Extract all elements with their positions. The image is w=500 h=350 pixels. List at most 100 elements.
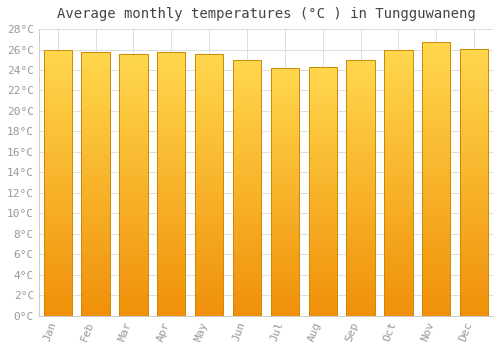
Bar — [422, 107, 450, 111]
Bar — [233, 239, 261, 242]
Bar — [82, 240, 110, 243]
Bar — [119, 260, 148, 263]
Bar — [82, 270, 110, 273]
Bar — [44, 239, 72, 243]
Bar — [233, 229, 261, 232]
Bar — [44, 173, 72, 176]
Bar — [384, 79, 412, 83]
Bar — [460, 289, 488, 292]
Bar — [233, 274, 261, 277]
Bar — [233, 191, 261, 194]
Bar — [346, 191, 375, 194]
Bar — [82, 223, 110, 226]
Bar — [270, 282, 299, 285]
Bar — [422, 70, 450, 73]
Bar — [44, 183, 72, 186]
Bar — [233, 271, 261, 274]
Bar — [460, 196, 488, 199]
Bar — [119, 60, 148, 63]
Bar — [119, 286, 148, 289]
Bar — [157, 94, 186, 98]
Bar — [346, 281, 375, 284]
Bar — [346, 265, 375, 268]
Bar — [119, 93, 148, 96]
Bar — [195, 299, 224, 303]
Bar — [270, 223, 299, 226]
Bar — [270, 303, 299, 307]
Bar — [119, 165, 148, 168]
Bar — [422, 152, 450, 155]
Bar — [195, 155, 224, 159]
Bar — [270, 102, 299, 105]
Bar — [195, 113, 224, 116]
Bar — [422, 292, 450, 295]
Bar — [195, 293, 224, 296]
Bar — [44, 219, 72, 223]
Bar — [460, 155, 488, 159]
Bar — [384, 269, 412, 273]
Bar — [460, 108, 488, 112]
Bar — [82, 237, 110, 240]
Bar — [308, 278, 337, 281]
Bar — [119, 57, 148, 60]
Bar — [195, 257, 224, 260]
Bar — [270, 167, 299, 170]
Bar — [422, 135, 450, 138]
Bar — [44, 123, 72, 126]
Bar — [384, 176, 412, 179]
Bar — [195, 116, 224, 119]
Bar — [44, 243, 72, 246]
Bar — [422, 182, 450, 186]
Bar — [270, 204, 299, 207]
Bar — [460, 279, 488, 282]
Bar — [233, 117, 261, 120]
Bar — [270, 80, 299, 83]
Bar — [195, 139, 224, 142]
Bar — [44, 296, 72, 299]
Bar — [460, 92, 488, 95]
Bar — [460, 229, 488, 232]
Bar — [157, 313, 186, 316]
Bar — [308, 281, 337, 285]
Bar — [270, 170, 299, 173]
Bar — [384, 50, 412, 53]
Bar — [195, 253, 224, 257]
Bar — [422, 52, 450, 56]
Bar — [346, 223, 375, 226]
Bar — [157, 207, 186, 210]
Bar — [422, 97, 450, 100]
Bar — [119, 67, 148, 70]
Bar — [157, 111, 186, 114]
Bar — [384, 183, 412, 186]
Bar — [233, 102, 261, 105]
Bar — [119, 86, 148, 90]
Bar — [270, 291, 299, 294]
Bar — [460, 249, 488, 252]
Bar — [346, 95, 375, 98]
Bar — [233, 108, 261, 111]
Bar — [157, 302, 186, 306]
Bar — [460, 62, 488, 65]
Bar — [422, 111, 450, 114]
Bar — [195, 208, 224, 211]
Bar — [195, 267, 224, 270]
Bar — [195, 152, 224, 155]
Bar — [195, 283, 224, 286]
Bar — [195, 211, 224, 214]
Bar — [384, 249, 412, 252]
Bar — [157, 223, 186, 226]
Bar — [384, 266, 412, 269]
Bar — [308, 188, 337, 191]
Bar — [460, 309, 488, 313]
Bar — [384, 296, 412, 299]
Bar — [422, 73, 450, 77]
Bar — [460, 222, 488, 225]
Bar — [44, 126, 72, 130]
Bar — [233, 277, 261, 281]
Bar — [195, 181, 224, 185]
Bar — [157, 51, 186, 55]
Bar — [346, 111, 375, 114]
Bar — [308, 247, 337, 251]
Bar — [384, 66, 412, 70]
Bar — [308, 83, 337, 86]
